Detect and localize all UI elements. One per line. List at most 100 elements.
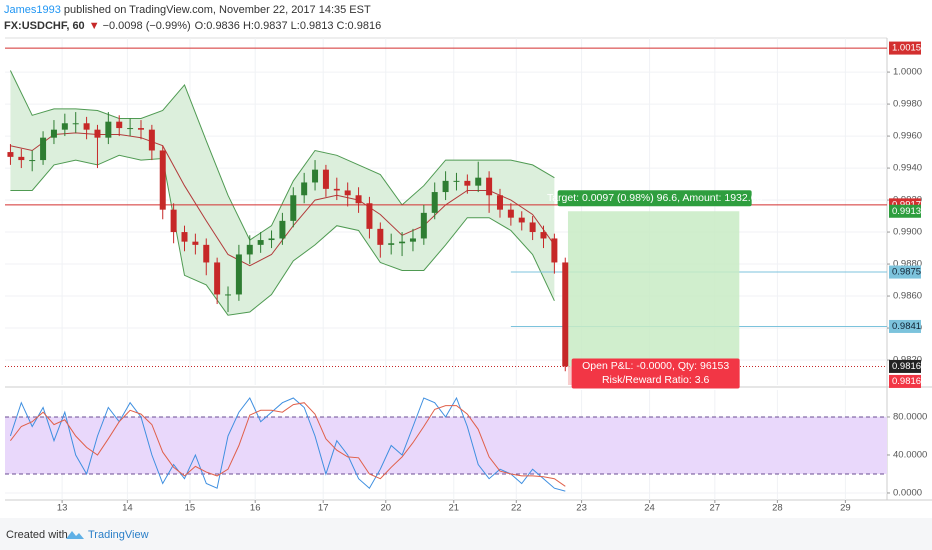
x-tick-label: 27 — [710, 503, 721, 514]
footer — [0, 518, 932, 550]
band-lower — [10, 154, 555, 316]
x-tick-label: 13 — [57, 503, 68, 514]
symbol: FX:USDCHF, 60 — [4, 20, 85, 32]
x-tick-label: 14 — [122, 503, 133, 514]
candle-body — [496, 195, 503, 210]
x-tick-label: 24 — [644, 503, 655, 514]
x-tick-label: 20 — [380, 503, 391, 514]
candle-body — [344, 190, 351, 196]
y-tick-label: 40.0000 — [893, 449, 927, 460]
candle-body — [279, 220, 286, 239]
x-tick-label: 21 — [448, 503, 459, 514]
ohlc: O:0.9836 H:0.9837 L:0.9813 C:0.9816 — [195, 20, 382, 32]
candle-body — [268, 238, 275, 241]
pnl-label-box — [571, 358, 740, 389]
candle-body — [192, 241, 199, 245]
x-tick-label: 22 — [511, 503, 522, 514]
candle-body — [529, 222, 536, 233]
candle-body — [290, 195, 297, 221]
price-badge — [889, 319, 921, 333]
band-fill — [10, 70, 555, 316]
price-badge — [889, 359, 921, 373]
candle-body — [551, 238, 558, 263]
change: −0.0098 (−0.99%) — [103, 20, 191, 32]
x-tick-label: 23 — [576, 503, 587, 514]
candle-body — [203, 244, 210, 263]
candle-body — [431, 192, 438, 213]
price-badge-label: 1.0015 — [892, 43, 921, 54]
candle-body — [181, 232, 188, 242]
y-tick-label: 1.0000 — [893, 67, 922, 78]
footer-brand[interactable]: TradingView — [88, 529, 149, 541]
y-tick-label: 80.0000 — [893, 411, 927, 422]
candle-body — [475, 177, 482, 186]
candle-body — [18, 156, 25, 161]
price-badge-label: 0.9816 — [892, 376, 921, 387]
series-line — [10, 402, 566, 487]
series-line — [9, 396, 566, 492]
candle-body — [127, 128, 134, 130]
candle-body — [7, 152, 14, 157]
x-tick-label: 16 — [250, 503, 261, 514]
candle-body — [214, 262, 221, 295]
header-line: James1993 published on TradingView.com, … — [4, 4, 371, 16]
candle-body — [225, 294, 232, 296]
price-badge — [889, 374, 921, 388]
candle-body — [399, 241, 406, 244]
candle-body — [540, 232, 547, 239]
target-label-box — [557, 190, 752, 207]
candle-body — [453, 180, 460, 182]
x-tick-label: 29 — [840, 503, 851, 514]
candle-body — [116, 121, 123, 129]
y-tick-label: 0.0000 — [893, 487, 922, 498]
band-upper — [9, 70, 555, 241]
candle-body — [83, 123, 90, 130]
y-tick-label: 0.9900 — [893, 227, 922, 238]
candle-body — [235, 254, 242, 295]
y-tick-label: 0.9980 — [893, 99, 922, 110]
pane — [5, 38, 887, 385]
x-tick-label: 17 — [318, 503, 329, 514]
ratio-label: Risk/Reward Ratio: 3.6 — [602, 374, 710, 386]
candle-body — [61, 123, 68, 130]
price-badge — [889, 204, 921, 218]
x-tick-label: 15 — [185, 503, 196, 514]
candle-body — [50, 129, 57, 138]
candle-body — [377, 228, 384, 245]
candle-body — [159, 150, 166, 210]
logo — [66, 531, 84, 539]
candle-body — [72, 123, 79, 125]
price-badge — [889, 41, 921, 55]
price-badge-label: 0.9913 — [892, 206, 921, 217]
y-tick-label: 0.9860 — [893, 291, 922, 302]
y-tick-label: 0.9960 — [893, 131, 922, 142]
candle-body — [518, 217, 525, 223]
candle-body — [562, 262, 569, 367]
candle-body — [333, 188, 340, 191]
x-tick-label: 28 — [772, 503, 783, 514]
target-label: Target: 0.0097 (0.98%) 96.6, Amount: 193… — [547, 192, 763, 204]
candle-body — [257, 240, 264, 245]
candle-body — [137, 128, 144, 130]
candle-body — [388, 243, 395, 245]
target-zone — [567, 211, 740, 367]
candle-body — [464, 180, 471, 186]
candle-body — [29, 160, 36, 162]
price-badge — [889, 265, 921, 279]
candle-body — [322, 169, 329, 189]
candle-body — [170, 209, 177, 233]
candle-body — [366, 203, 373, 229]
candle-body — [442, 180, 449, 193]
candle-body — [355, 195, 362, 204]
candle-body — [40, 137, 47, 161]
arrow: ▼ — [89, 20, 100, 32]
candle-body — [246, 244, 253, 255]
candle-body — [105, 121, 112, 138]
author[interactable]: James1993 — [4, 4, 61, 16]
candle-body — [148, 129, 155, 151]
candle-body — [94, 129, 101, 138]
price-badge-label: 0.9875 — [892, 267, 921, 278]
footer-text: Created with — [6, 529, 68, 541]
price-badge-label: 0.9841 — [892, 321, 921, 332]
pane — [5, 390, 887, 500]
